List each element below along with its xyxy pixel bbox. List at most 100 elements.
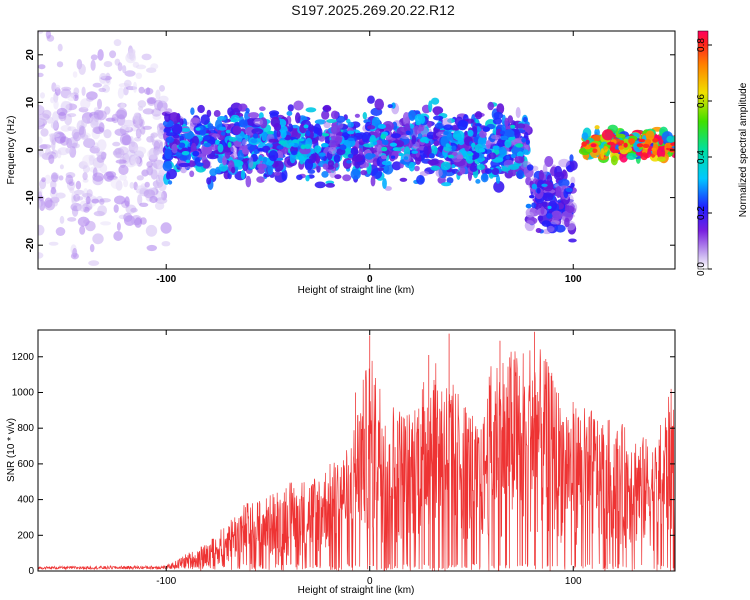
heatmap-core xyxy=(347,137,355,142)
heatmap-cell xyxy=(50,180,57,190)
heatmap-core xyxy=(288,142,295,147)
heatmap-cell xyxy=(384,186,392,191)
heatmap-cell xyxy=(334,136,342,144)
heatmap-cell xyxy=(150,63,159,70)
heatmap-cell xyxy=(61,86,72,91)
heatmap-cell xyxy=(257,163,267,170)
heatmap-core xyxy=(525,203,532,209)
heatmap-cell xyxy=(273,122,282,132)
heatmap-cell xyxy=(134,217,142,228)
heatmap-cell xyxy=(433,108,440,116)
heatmap-core xyxy=(186,159,190,164)
heatmap-cell xyxy=(239,119,248,128)
heatmap-cell xyxy=(202,159,211,169)
heatmap-cell xyxy=(390,133,401,139)
heatmap-core xyxy=(510,124,516,129)
heatmap-cell xyxy=(473,136,480,143)
heatmap-cell xyxy=(92,82,103,88)
heatmap-cell xyxy=(268,138,279,143)
heatmap-core xyxy=(303,124,309,129)
heatmap-cell xyxy=(569,154,574,162)
heatmap-core xyxy=(619,140,625,145)
heatmap-cell xyxy=(242,148,249,155)
heatmap-cell xyxy=(113,204,119,213)
heatmap-cell xyxy=(493,180,505,193)
heatmap-cell xyxy=(81,193,93,198)
heatmap-core xyxy=(215,139,220,145)
heatmap-cell xyxy=(230,114,240,123)
heatmap-cell xyxy=(305,175,310,182)
heatmap-core xyxy=(613,149,620,153)
heatmap-core xyxy=(592,148,598,153)
heatmap-cell xyxy=(130,207,138,213)
heatmap-cell xyxy=(122,65,127,74)
heatmap-cell xyxy=(44,174,52,184)
heatmap-cell xyxy=(417,126,424,132)
heatmap-cell xyxy=(245,126,256,136)
heatmap-cell xyxy=(417,133,423,140)
heatmap-cell xyxy=(522,116,528,123)
heatmap-cell xyxy=(334,174,342,180)
heatmap-cell xyxy=(333,154,341,163)
heatmap-core xyxy=(378,124,386,129)
heatmap-cell xyxy=(314,119,327,125)
spec-y-tick-label: -20 xyxy=(25,238,36,253)
heatmap-cell xyxy=(96,110,107,121)
heatmap-cell xyxy=(484,168,493,174)
heatmap-cell xyxy=(538,169,545,181)
heatmap-cell xyxy=(500,135,508,141)
heatmap-cell xyxy=(146,97,157,104)
heatmap-cell xyxy=(554,171,565,181)
heatmap-cell xyxy=(415,148,420,158)
heatmap-cell xyxy=(362,112,367,120)
heatmap-cell xyxy=(354,113,360,118)
heatmap-peak xyxy=(590,143,597,148)
heatmap-cell xyxy=(399,177,408,182)
heatmap-cell xyxy=(441,182,452,187)
heatmap-cell xyxy=(123,79,132,88)
heatmap-cell xyxy=(100,73,107,79)
heatmap-cell xyxy=(38,199,41,209)
heatmap-core xyxy=(203,135,211,141)
heatmap-cell xyxy=(416,174,425,185)
heatmap-core xyxy=(448,154,454,159)
heatmap-cell xyxy=(168,180,173,185)
heatmap-cell xyxy=(143,189,156,199)
heatmap-cell xyxy=(155,89,161,100)
heatmap-cell xyxy=(408,110,416,121)
heatmap-cell xyxy=(531,202,537,209)
heatmap-cell xyxy=(141,53,152,61)
heatmap-cell xyxy=(391,161,402,171)
heatmap-cell xyxy=(382,178,387,189)
heatmap-cell xyxy=(83,138,96,149)
heatmap-core xyxy=(195,127,201,131)
heatmap-core xyxy=(305,130,311,137)
snr-y-tick-label: 0 xyxy=(28,566,34,577)
heatmap-core xyxy=(381,146,388,152)
heatmap-core xyxy=(250,138,258,144)
heatmap-cell xyxy=(67,217,77,222)
heatmap-cell xyxy=(156,129,165,135)
heatmap-cell xyxy=(103,61,113,68)
heatmap-cell xyxy=(311,153,317,164)
heatmap-core xyxy=(257,148,265,152)
heatmap-core xyxy=(297,138,305,142)
heatmap-cell xyxy=(113,269,124,279)
heatmap-cell xyxy=(626,153,637,160)
heatmap-core xyxy=(451,145,457,151)
heatmap-cell xyxy=(48,154,55,165)
heatmap-cell xyxy=(158,181,167,192)
snr-y-tick-label: 200 xyxy=(17,530,34,541)
heatmap-cell xyxy=(507,115,513,124)
colorbar-ticks: 0.0 0.2 0.4 0.6 0.8 xyxy=(696,38,712,276)
heatmap-cell xyxy=(280,129,287,139)
heatmap-cell xyxy=(544,156,554,167)
heatmap-cell xyxy=(59,164,64,170)
heatmap-cell xyxy=(179,155,188,161)
heatmap-cell xyxy=(443,124,453,131)
heatmap-cell xyxy=(116,107,128,120)
heatmap-cell xyxy=(118,164,129,175)
heatmap-cell xyxy=(295,112,301,124)
heatmap-cell xyxy=(56,107,68,116)
heatmap-cell xyxy=(72,247,78,258)
